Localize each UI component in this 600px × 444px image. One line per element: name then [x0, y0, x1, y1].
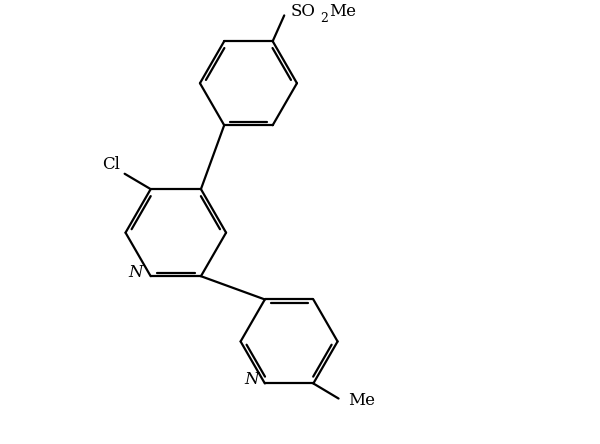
Text: SO: SO [290, 3, 315, 20]
Text: N: N [245, 371, 259, 388]
Text: N: N [128, 264, 143, 281]
Text: 2: 2 [320, 12, 328, 25]
Text: Me: Me [349, 392, 376, 409]
Text: Me: Me [329, 3, 356, 20]
Text: Cl: Cl [102, 156, 120, 173]
